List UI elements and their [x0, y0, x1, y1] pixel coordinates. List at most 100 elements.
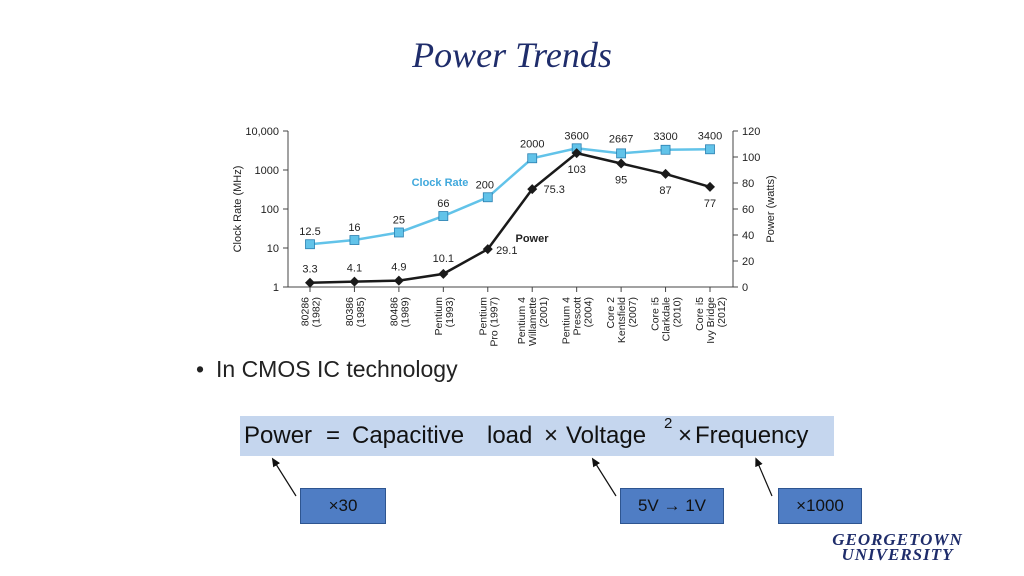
power-point [438, 268, 449, 279]
clock-rate-point [705, 144, 715, 155]
arrow-frequency [755, 457, 773, 497]
power-point [571, 148, 582, 159]
formula-times-1: × [544, 422, 559, 449]
clock-rate-label: 2000 [520, 138, 544, 150]
power-label: 77 [704, 198, 716, 210]
x-tick-label: (1982) [311, 297, 323, 327]
clock-rate-series-name: Clock Rate [412, 177, 469, 189]
clock-rate-point [393, 227, 404, 238]
power-label: 29.1 [496, 245, 517, 257]
power-point [393, 275, 404, 286]
bullet-dot: • [196, 356, 205, 382]
power-point [305, 277, 315, 288]
clock-rate-label: 2667 [609, 133, 633, 145]
right-tick-label: 60 [742, 204, 754, 216]
power-label: 4.1 [347, 263, 362, 275]
power-series-name: Power [515, 233, 549, 245]
bullet-item: • In CMOS IC technology [196, 356, 458, 383]
power-label: 4.9 [391, 262, 406, 274]
arrow-capacitive [271, 457, 297, 497]
arrow-voltage [591, 457, 617, 497]
formula-times-2: × [678, 422, 693, 449]
clock-rate-point [482, 192, 493, 203]
x-tick-label: (2004) [583, 297, 595, 327]
formula-load: load [487, 422, 533, 449]
right-tick-label: 100 [742, 152, 760, 164]
clock-rate-label: 3300 [653, 131, 677, 143]
power-label: 75.3 [544, 184, 565, 196]
clock-rate-point [660, 144, 671, 155]
left-tick-label: 1000 [255, 165, 279, 177]
x-tick-label: 80286 [300, 297, 312, 326]
formula-power: Power [244, 422, 313, 449]
power-label: 87 [659, 185, 671, 197]
right-tick-label: 80 [742, 178, 754, 190]
x-tick-label: (2007) [627, 297, 639, 327]
x-tick-label: Core i5 [694, 297, 706, 331]
x-tick-label: (2012) [716, 297, 728, 327]
x-tick-label: Pentium [433, 297, 445, 336]
power-line [309, 151, 711, 284]
right-tick-label: 120 [742, 126, 760, 138]
clock-rate-point [305, 239, 315, 250]
power-point [660, 168, 671, 179]
y-axis-title: Clock Rate (MHz) [232, 166, 244, 253]
clock-rate-label: 66 [437, 198, 449, 210]
left-tick-label: 1 [273, 282, 279, 294]
clock-rate-line [309, 147, 711, 246]
formula-equals: = [326, 422, 341, 449]
x-tick-label: Pentium [477, 297, 489, 336]
x-tick-label: Pro (1997) [488, 297, 500, 347]
x-tick-label: Core 2 [605, 297, 617, 329]
x-tick-label: 80486 [388, 297, 400, 326]
power-label: 10.1 [433, 253, 454, 265]
x-tick-label: Core i5 [650, 297, 662, 331]
clock-rate-point [438, 211, 449, 221]
factor-box-frequency: ×1000 [778, 488, 862, 524]
x-tick-label: (2001) [538, 297, 550, 327]
left-tick-label: 10 [267, 243, 279, 255]
left-tick-label: 10,000 [245, 126, 279, 138]
power-label: 103 [567, 164, 585, 176]
clock-rate-label: 25 [393, 214, 405, 226]
clock-rate-label: 16 [348, 222, 360, 234]
clock-rate-label: 12.5 [299, 226, 320, 238]
formula-exponent: 2 [664, 415, 673, 432]
x-tick-label: Willamette [527, 297, 539, 346]
factor-box-capacitive: ×30 [300, 488, 386, 524]
formula-voltage: Voltage [566, 422, 647, 449]
x-tick-label: Clarkdale [661, 297, 673, 342]
right-tick-label: 0 [742, 282, 748, 294]
bullet-text: In CMOS IC technology [216, 356, 458, 382]
x-tick-label: (2010) [672, 297, 684, 327]
x-tick-label: 80386 [344, 297, 356, 326]
power-point [705, 181, 715, 192]
x-tick-label: Pentium 4 [516, 297, 528, 344]
right-tick-label: 20 [742, 256, 754, 268]
logo-line-1: GEORGETOWN [832, 530, 963, 549]
power-point [349, 276, 360, 287]
power-label: 3.3 [302, 264, 317, 276]
power-point [527, 184, 538, 195]
clock-rate-point [349, 235, 360, 245]
clock-rate-point [527, 153, 538, 164]
x-tick-label: Pentium 4 [561, 297, 573, 344]
clock-rate-label: 3400 [698, 130, 722, 142]
power-label: 95 [615, 175, 627, 187]
power-point [616, 158, 627, 169]
x-tick-label: (1989) [399, 297, 411, 327]
logo-line-2: UNIVERSITY [841, 545, 954, 564]
formula-frequency: Frequency [695, 422, 809, 449]
slide-title: Power Trends [412, 35, 612, 75]
georgetown-logo: GEORGETOWN UNIVERSITY [800, 530, 995, 564]
factor-box-voltage: 5V → 1V [620, 488, 724, 524]
clock-rate-label: 200 [476, 179, 494, 191]
power-formula: Power = Capacitive load × Voltage 2 × Fr… [240, 415, 834, 456]
y2-axis-title: Power (watts) [765, 175, 777, 242]
x-tick-label: Prescott [572, 297, 584, 336]
x-tick-label: Kentsfield [616, 297, 628, 343]
clock-rate-label: 3600 [564, 130, 588, 142]
left-tick-label: 100 [261, 204, 279, 216]
